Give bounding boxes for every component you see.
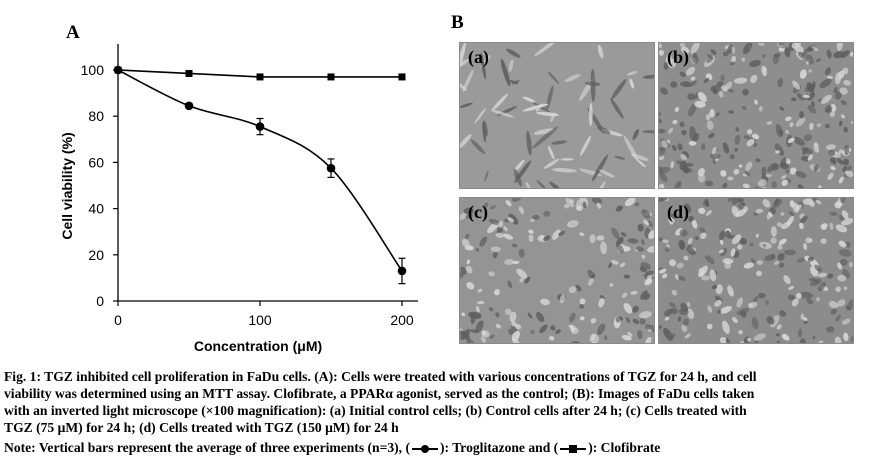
micrograph-d-image: [659, 198, 853, 343]
y-tick-label-80: 80: [88, 108, 104, 124]
y-tick-label-100: 100: [81, 62, 105, 78]
note-mid: ): Troglitazone and (: [440, 440, 559, 455]
troglitazone-point-50: [184, 101, 194, 111]
troglitazone-point-100: [255, 122, 265, 131]
micrograph-b: (b): [658, 42, 854, 189]
caption-line-4: TGZ (75 μM) for 24 h; (d) Cells treated …: [4, 420, 399, 435]
figure-caption: Fig. 1: TGZ inhibited cell proliferation…: [4, 368, 892, 456]
troglitazone-point-150: [326, 163, 336, 173]
micrograph-b-image: [659, 43, 853, 188]
micrograph-c-label: (c): [468, 202, 488, 222]
clofibrate-legend-symbol: [560, 444, 587, 453]
x-tick-label-200: 200: [390, 312, 414, 328]
caption-line-3: with an inverted light microscope (×100 …: [4, 403, 747, 418]
x-tick-label-100: 100: [248, 312, 272, 328]
micrograph-a: (a): [459, 42, 655, 189]
clofibrate-point-50: [185, 69, 193, 77]
micrograph-b-label: (b): [667, 47, 689, 67]
micrograph-cells: [659, 43, 853, 188]
viability-chart: 0 20 40 60 80 100 0 100 200 Concentration (μM) Cel…: [59, 44, 418, 354]
caption-line-2: viability was determined using an MTT as…: [4, 386, 755, 401]
troglitazone-point-200: [397, 266, 407, 276]
panel-b-label: B: [451, 12, 464, 33]
micrograph-a-label: (a): [468, 47, 489, 67]
clofibrate-point-100: [256, 73, 264, 81]
troglitazone-legend-symbol: [412, 444, 439, 453]
caption-line-1: Fig. 1: TGZ inhibited cell proliferation…: [4, 369, 757, 384]
x-axis-label: Concentration (μM): [194, 338, 322, 354]
micrograph-c-image: [460, 198, 654, 343]
panel-a-label: A: [66, 22, 80, 43]
y-tick-label-0: 0: [96, 293, 104, 309]
clofibrate-point-200: [398, 73, 406, 81]
x-tick-label-0: 0: [114, 312, 122, 328]
micrograph-d: (d): [658, 197, 854, 344]
micrograph-d-label: (d): [667, 202, 689, 222]
y-tick-label-40: 40: [88, 201, 104, 217]
troglitazone-series-line: [117, 69, 403, 272]
y-tick-label-20: 20: [88, 247, 104, 263]
note-suffix: ): Clofibrate: [588, 440, 661, 455]
micrograph-cells: [659, 198, 853, 343]
y-tick-label-60: 60: [88, 154, 104, 170]
note-prefix: Note: Vertical bars represent the averag…: [4, 440, 411, 455]
caption-note: Note: Vertical bars represent the averag…: [4, 439, 892, 456]
micrograph-c: (c): [459, 197, 655, 344]
micrograph-cells: [460, 43, 654, 188]
y-axis-label: Cell viability (%): [59, 132, 75, 239]
micrograph-cells: [460, 198, 654, 343]
clofibrate-point-0: [114, 66, 122, 74]
clofibrate-point-150: [327, 73, 335, 81]
micrograph-a-image: [460, 43, 654, 188]
